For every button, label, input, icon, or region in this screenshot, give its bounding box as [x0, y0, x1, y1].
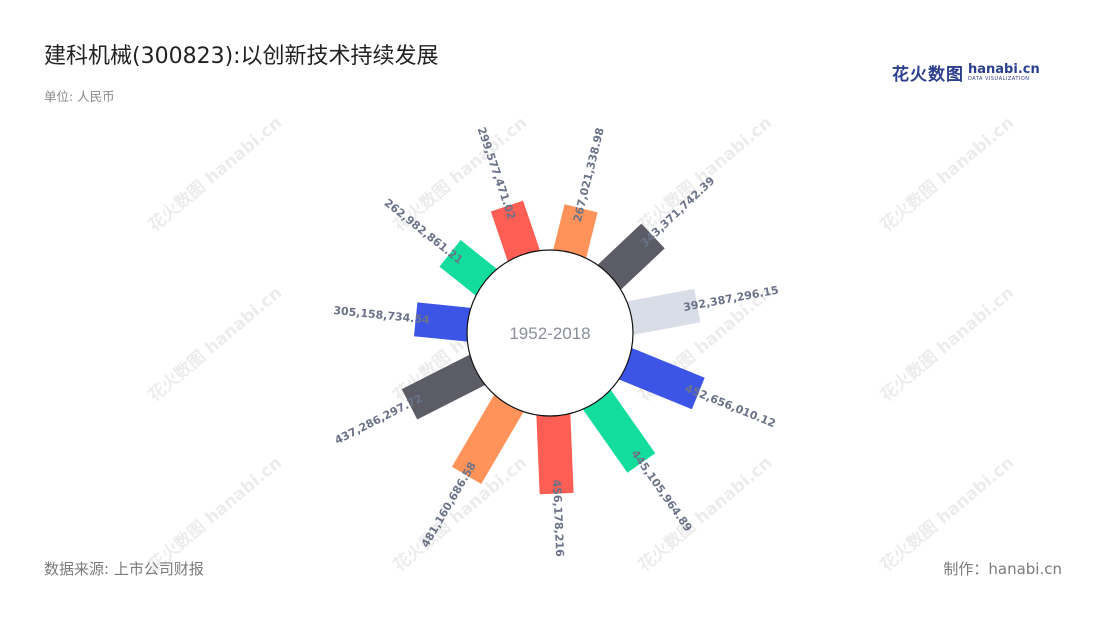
bar-value-label: 445,105,964.89: [628, 448, 694, 535]
logo-en-block: hanabi.cn DATA VISUALIZATION: [968, 63, 1040, 82]
unit-label: 单位: 人民币: [44, 89, 115, 104]
bar-value-label: 392,387,296.15: [682, 284, 779, 314]
bar-value-label: 437,286,297.72: [333, 392, 425, 447]
bar-value-label: 456,178,216: [550, 479, 566, 557]
bar-value-label: 452,656,010.12: [683, 382, 777, 431]
bar: [579, 384, 656, 473]
bar: [451, 389, 527, 484]
bar-value-label: 481,160,686.58: [419, 460, 479, 550]
brand-logo: 花火数图 hanabi.cn DATA VISUALIZATION: [892, 60, 1040, 85]
logo-cn-text: 花火数图: [892, 65, 964, 85]
bar: [490, 200, 543, 268]
logo-en-text: hanabi.cn: [968, 62, 1040, 77]
bar-value-label: 262,982,861.21: [382, 196, 466, 266]
data-source: 数据来源: 上市公司财报: [44, 560, 204, 578]
credit-text: 制作：hanabi.cn: [943, 560, 1062, 578]
chart-title: 建科机械(300823):以创新技术持续发展: [44, 44, 439, 69]
bar: [401, 351, 491, 420]
bar: [613, 345, 705, 410]
center-circle: [466, 249, 634, 417]
logo-sub-text: DATA VISUALIZATION: [968, 76, 1030, 82]
bar-value-label: 299,577,471.02: [475, 125, 518, 221]
bar: [620, 288, 701, 336]
bar: [413, 302, 478, 343]
bar-value-label: 305,158,734.54: [333, 304, 431, 327]
bar-value-label: 267,021,338.98: [571, 126, 607, 223]
center-label: 1952-2018: [509, 324, 590, 343]
bars-group: [401, 200, 705, 495]
bar: [536, 407, 574, 495]
bar-value-label: 343,371,742.39: [638, 174, 717, 250]
bar: [551, 204, 598, 265]
